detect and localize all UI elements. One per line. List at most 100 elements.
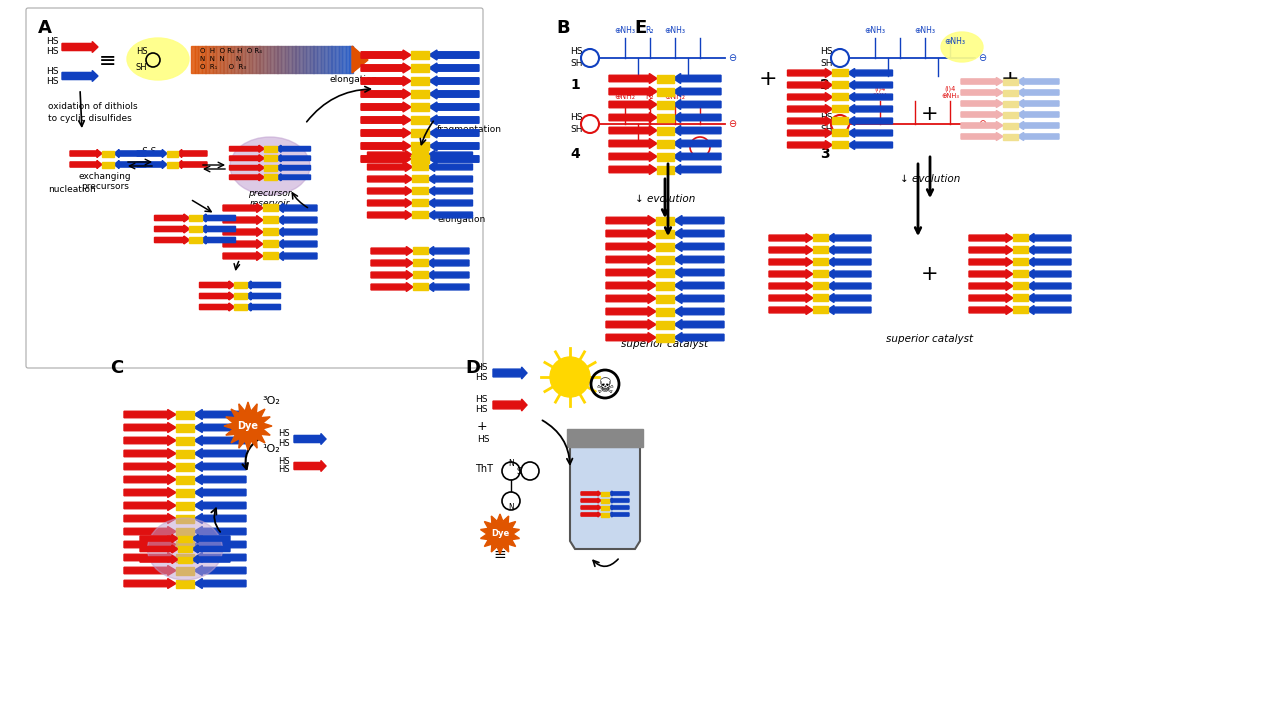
Polygon shape — [63, 42, 98, 52]
Text: HS: HS — [570, 112, 583, 122]
Bar — [167, 162, 177, 168]
Bar — [176, 423, 194, 431]
Polygon shape — [769, 257, 813, 267]
Text: ⊕NH₂: ⊕NH₂ — [665, 92, 685, 101]
Text: ≡: ≡ — [100, 51, 116, 71]
Polygon shape — [124, 487, 176, 498]
Bar — [102, 150, 114, 157]
Polygon shape — [609, 498, 629, 503]
Text: N: N — [508, 459, 514, 469]
Polygon shape — [961, 122, 1003, 129]
Polygon shape — [609, 505, 629, 510]
Bar — [656, 295, 674, 303]
Bar — [657, 101, 674, 109]
Text: elongation: elongation — [330, 75, 378, 83]
Polygon shape — [769, 245, 813, 255]
Polygon shape — [769, 282, 813, 290]
Text: O  R₁     O  R₃: O R₁ O R₃ — [200, 64, 246, 70]
Bar — [177, 546, 191, 552]
Polygon shape — [223, 227, 263, 237]
Polygon shape — [427, 247, 470, 255]
Bar — [656, 216, 674, 224]
Polygon shape — [277, 216, 316, 224]
Polygon shape — [367, 175, 412, 183]
Polygon shape — [1027, 234, 1071, 242]
Bar — [412, 187, 427, 194]
Bar — [263, 252, 278, 259]
Polygon shape — [674, 255, 723, 265]
Polygon shape — [367, 198, 412, 208]
Bar — [411, 142, 429, 150]
Polygon shape — [787, 68, 832, 78]
Bar — [342, 46, 346, 73]
Polygon shape — [606, 319, 656, 329]
Polygon shape — [245, 281, 281, 289]
Polygon shape — [124, 423, 176, 433]
Polygon shape — [371, 270, 413, 280]
Text: superior catalyst: superior catalyst — [887, 334, 974, 344]
Polygon shape — [124, 552, 176, 562]
Bar — [1013, 246, 1028, 253]
Polygon shape — [609, 99, 657, 109]
Bar — [412, 163, 427, 170]
Polygon shape — [230, 145, 264, 152]
Bar — [813, 306, 828, 313]
Bar — [813, 246, 828, 253]
Polygon shape — [847, 140, 892, 150]
Bar — [657, 75, 674, 83]
Text: HS: HS — [46, 37, 59, 47]
Polygon shape — [194, 500, 246, 510]
Polygon shape — [276, 164, 310, 171]
Polygon shape — [230, 164, 264, 171]
Polygon shape — [124, 539, 176, 549]
Text: ⊕NH₃: ⊕NH₃ — [865, 26, 886, 35]
Bar — [336, 46, 339, 73]
Text: A: A — [38, 19, 52, 37]
Polygon shape — [1017, 99, 1059, 108]
Bar — [657, 152, 674, 160]
Bar — [216, 46, 219, 73]
Polygon shape — [674, 306, 723, 316]
Polygon shape — [968, 306, 1013, 314]
Polygon shape — [194, 410, 246, 419]
Polygon shape — [827, 234, 872, 242]
Bar — [176, 567, 194, 574]
Bar — [189, 226, 202, 232]
Bar — [656, 282, 674, 290]
Polygon shape — [429, 115, 478, 125]
Bar — [1003, 89, 1018, 96]
Text: +: + — [1000, 69, 1020, 89]
Bar — [412, 151, 427, 158]
Bar — [249, 46, 253, 73]
Polygon shape — [787, 129, 832, 137]
Text: HS: HS — [475, 395, 487, 403]
Polygon shape — [674, 216, 723, 226]
Bar — [263, 204, 278, 211]
Polygon shape — [63, 70, 98, 81]
Polygon shape — [961, 99, 1003, 108]
Polygon shape — [429, 63, 478, 73]
Polygon shape — [429, 89, 478, 99]
Polygon shape — [672, 126, 721, 135]
Polygon shape — [200, 225, 236, 233]
Bar — [1013, 306, 1028, 313]
Polygon shape — [674, 267, 723, 278]
Polygon shape — [968, 293, 1013, 303]
Polygon shape — [361, 76, 411, 86]
Polygon shape — [230, 155, 264, 162]
Bar — [314, 46, 318, 73]
Polygon shape — [827, 245, 872, 255]
Polygon shape — [223, 252, 263, 260]
Bar — [277, 46, 281, 73]
Polygon shape — [847, 68, 892, 78]
Polygon shape — [787, 93, 832, 101]
Polygon shape — [1017, 132, 1059, 140]
Bar — [320, 46, 324, 73]
Polygon shape — [194, 436, 246, 446]
Polygon shape — [609, 73, 657, 83]
Polygon shape — [961, 132, 1003, 140]
Bar — [176, 411, 194, 418]
Bar — [412, 211, 427, 218]
Polygon shape — [124, 462, 176, 472]
Bar — [237, 46, 241, 73]
